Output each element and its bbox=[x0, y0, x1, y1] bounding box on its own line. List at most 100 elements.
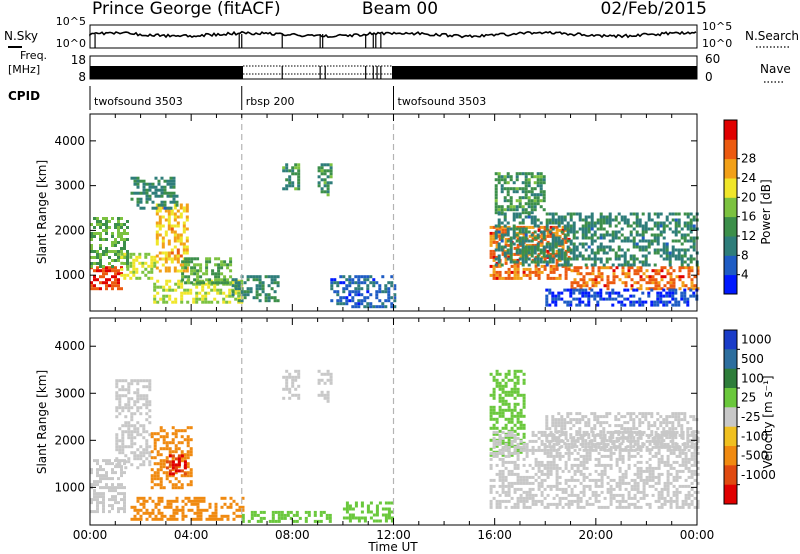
heatmap-cell bbox=[507, 484, 511, 488]
heatmap-cell bbox=[330, 299, 334, 303]
heatmap-cell bbox=[516, 231, 520, 235]
heatmap-cell bbox=[543, 442, 547, 446]
heatmap-cell bbox=[108, 477, 111, 481]
heatmap-cell bbox=[156, 462, 160, 466]
heatmap-cell bbox=[648, 451, 652, 455]
heatmap-cell bbox=[267, 284, 271, 288]
heatmap-cell bbox=[620, 427, 624, 431]
heatmap-cell bbox=[524, 181, 528, 185]
heatmap-cell bbox=[154, 194, 158, 198]
heatmap-cell bbox=[518, 205, 522, 209]
heatmap-cell bbox=[325, 513, 329, 517]
heatmap-cell bbox=[174, 471, 178, 475]
heatmap-cell bbox=[672, 490, 676, 494]
heatmap-cell bbox=[554, 245, 558, 249]
heatmap-cell bbox=[504, 228, 508, 232]
heatmap-cell bbox=[313, 513, 317, 517]
heatmap-cell bbox=[686, 248, 690, 252]
heatmap-cell bbox=[126, 220, 129, 223]
heatmap-cell bbox=[226, 281, 230, 285]
heatmap-cell bbox=[576, 496, 580, 500]
heatmap-cell bbox=[506, 190, 510, 194]
heatmap-cell bbox=[689, 257, 693, 261]
heatmap-cell bbox=[638, 260, 642, 264]
noise-right-tick-bottom: 10^0 bbox=[702, 37, 732, 50]
heatmap-cell bbox=[497, 221, 501, 225]
heatmap-cell bbox=[150, 432, 154, 436]
heatmap-cell bbox=[689, 294, 693, 298]
heatmap-cell bbox=[320, 378, 324, 382]
heatmap-cell bbox=[211, 517, 215, 521]
heatmap-cell bbox=[651, 445, 655, 449]
heatmap-cell bbox=[294, 375, 298, 379]
heatmap-cell bbox=[285, 169, 289, 173]
heatmap-cell bbox=[636, 436, 640, 440]
heatmap-cell bbox=[115, 415, 119, 419]
heatmap-cell bbox=[157, 508, 161, 512]
heatmap-cell bbox=[650, 288, 654, 292]
heatmap-cell bbox=[584, 445, 588, 449]
heatmap-cell bbox=[127, 424, 131, 428]
heatmap-cell bbox=[665, 224, 669, 228]
heatmap-cell bbox=[145, 188, 149, 192]
heatmap-cell bbox=[588, 287, 592, 291]
heatmap-cell bbox=[569, 257, 573, 261]
heatmap-cell bbox=[117, 501, 120, 505]
heatmap-cell bbox=[123, 498, 126, 502]
heatmap-cell bbox=[542, 196, 546, 200]
heatmap-cell bbox=[504, 372, 508, 376]
heatmap-cell bbox=[668, 288, 672, 292]
heatmap-cell bbox=[654, 499, 658, 503]
heatmap-cell bbox=[666, 499, 670, 503]
heatmap-cell bbox=[551, 436, 555, 440]
heatmap-cell bbox=[211, 281, 215, 285]
heatmap-cell bbox=[581, 230, 585, 234]
heatmap-cell bbox=[123, 238, 126, 241]
heatmap-cell bbox=[297, 181, 301, 185]
heatmap-cell bbox=[593, 260, 597, 264]
heatmap-cell bbox=[605, 291, 609, 295]
heatmap-cell bbox=[516, 417, 520, 421]
heatmap-cell bbox=[630, 502, 634, 506]
heatmap-cell bbox=[585, 281, 589, 285]
heatmap-cell bbox=[587, 230, 591, 234]
heatmap-cell bbox=[641, 445, 645, 449]
heatmap-cell bbox=[578, 303, 582, 307]
heatmap-cell bbox=[651, 275, 655, 279]
heatmap-cell bbox=[118, 445, 122, 449]
heatmap-cell bbox=[169, 185, 173, 189]
heatmap-cell bbox=[494, 190, 498, 194]
heatmap-cell bbox=[175, 194, 179, 198]
heatmap-cell bbox=[156, 300, 160, 304]
heatmap-cell bbox=[693, 284, 697, 288]
heatmap-cell bbox=[681, 457, 685, 461]
heatmap-cell bbox=[121, 442, 125, 446]
heatmap-cell bbox=[497, 257, 501, 261]
heatmap-cell bbox=[545, 415, 549, 419]
heatmap-cell bbox=[657, 499, 661, 503]
heatmap-cell bbox=[623, 288, 627, 292]
heatmap-cell bbox=[549, 439, 553, 443]
heatmap-cell bbox=[549, 454, 553, 458]
heatmap-cell bbox=[326, 169, 330, 173]
heatmap-cell bbox=[689, 288, 693, 292]
heatmap-cell bbox=[672, 451, 676, 455]
heatmap-cell bbox=[294, 187, 298, 191]
heatmap-cell bbox=[594, 275, 598, 279]
heatmap-cell bbox=[600, 463, 604, 467]
heatmap-cell bbox=[537, 466, 541, 470]
heatmap-cell bbox=[669, 275, 673, 279]
heatmap-cell bbox=[90, 223, 93, 226]
heatmap-cell bbox=[157, 499, 161, 503]
heatmap-cell bbox=[121, 436, 125, 440]
heatmap-cell bbox=[687, 287, 691, 291]
heatmap-cell bbox=[656, 233, 660, 237]
heatmap-cell bbox=[680, 291, 684, 295]
heatmap-cell bbox=[635, 212, 639, 216]
heatmap-cell bbox=[525, 496, 529, 500]
heatmap-cell bbox=[573, 484, 577, 488]
heatmap-cell bbox=[645, 481, 649, 485]
heatmap-cell bbox=[581, 218, 585, 222]
heatmap-cell bbox=[210, 288, 214, 292]
heatmap-cell bbox=[584, 424, 588, 428]
